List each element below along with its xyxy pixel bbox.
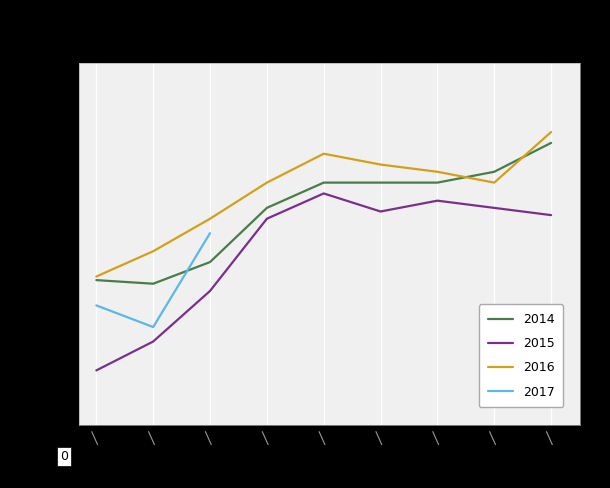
2015 xyxy=(206,288,213,294)
2014 xyxy=(547,140,554,146)
Text: 0: 0 xyxy=(60,450,68,463)
2015 xyxy=(320,190,328,196)
2014 xyxy=(320,180,328,185)
2016 xyxy=(149,248,157,254)
Line: 2015: 2015 xyxy=(96,193,551,370)
2015 xyxy=(547,212,554,218)
2014 xyxy=(149,281,157,286)
2016 xyxy=(377,162,384,167)
2016 xyxy=(320,151,328,157)
Line: 2017: 2017 xyxy=(96,233,210,327)
2014 xyxy=(434,180,441,185)
2015 xyxy=(149,339,157,345)
Line: 2016: 2016 xyxy=(96,132,551,277)
2016 xyxy=(93,274,100,280)
2016 xyxy=(490,180,498,185)
2015 xyxy=(490,205,498,211)
2016 xyxy=(547,129,554,135)
2015 xyxy=(264,216,271,222)
Line: 2014: 2014 xyxy=(96,143,551,284)
2015 xyxy=(93,367,100,373)
2017 xyxy=(206,230,213,236)
2014 xyxy=(377,180,384,185)
2017 xyxy=(93,303,100,308)
2015 xyxy=(434,198,441,203)
2017 xyxy=(149,324,157,330)
2014 xyxy=(206,259,213,265)
2014 xyxy=(490,169,498,175)
2016 xyxy=(264,180,271,185)
2016 xyxy=(206,216,213,222)
2015 xyxy=(377,208,384,214)
Legend: 2014, 2015, 2016, 2017: 2014, 2015, 2016, 2017 xyxy=(479,304,563,407)
2016 xyxy=(434,169,441,175)
2014 xyxy=(264,205,271,211)
2014 xyxy=(93,277,100,283)
